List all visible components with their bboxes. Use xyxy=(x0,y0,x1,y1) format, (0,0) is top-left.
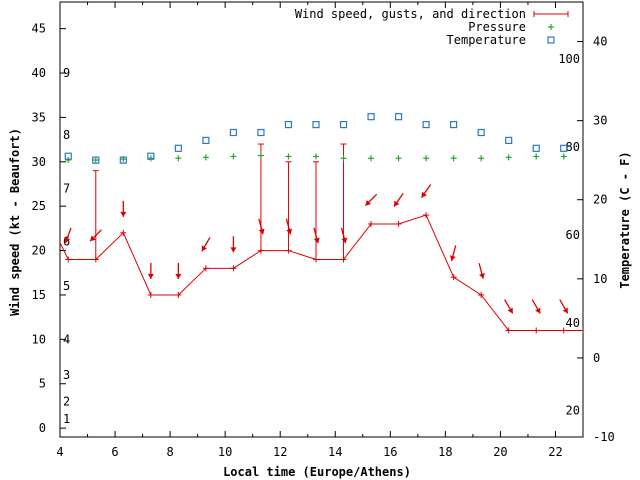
temperature-point xyxy=(119,156,127,164)
y-axis-left-title: Wind speed (kt - Beaufort) xyxy=(8,128,22,316)
beaufort-label: 3 xyxy=(63,368,70,382)
temperature-point xyxy=(367,113,375,121)
x-tick-label: 14 xyxy=(328,445,342,459)
wind-direction-arrowhead xyxy=(90,235,96,242)
y-left-tick-label: 25 xyxy=(32,199,46,213)
wind-direction-arrowhead xyxy=(479,273,485,279)
fahrenheit-label: 20 xyxy=(566,404,580,418)
wind-speed-line xyxy=(60,214,583,331)
legend-label-wind: Wind speed, gusts, and direction xyxy=(295,7,526,21)
temperature-point xyxy=(560,144,568,152)
beaufort-label: 8 xyxy=(63,128,70,142)
fahrenheit-label: 40 xyxy=(566,316,580,330)
wind-direction-arrowhead xyxy=(313,237,320,244)
temperature-point xyxy=(450,120,458,129)
legend-symbols xyxy=(533,11,569,44)
y-left-tick-label: 20 xyxy=(32,244,46,258)
temperature-point xyxy=(394,113,403,121)
wind-direction-arrowhead xyxy=(341,237,348,244)
wind-direction-arrowhead xyxy=(175,273,182,279)
temperature-point xyxy=(284,120,293,129)
temperature-point xyxy=(257,128,265,137)
y-right-tick-label: 40 xyxy=(593,35,607,49)
y-right-tick-label: 20 xyxy=(593,193,607,207)
wind-direction-arrowhead xyxy=(64,237,71,243)
wind-direction-arrowhead xyxy=(365,199,372,206)
x-tick-label: 10 xyxy=(218,445,232,459)
x-tick-label: 6 xyxy=(111,445,118,459)
temperature-point xyxy=(229,128,238,137)
wind-direction-arrowhead xyxy=(449,255,456,261)
wind-direction-arrowhead xyxy=(507,307,513,314)
fahrenheit-label: 80 xyxy=(566,140,580,154)
beaufort-label: 5 xyxy=(63,279,70,293)
wind-direction-arrowhead xyxy=(286,228,293,235)
temperature-point xyxy=(505,136,513,145)
y-left-tick-label: 30 xyxy=(32,155,46,169)
wind-direction-arrowhead xyxy=(120,211,127,217)
temperature-point xyxy=(147,152,155,160)
x-tick-label: 16 xyxy=(383,445,397,459)
y-left-tick-label: 35 xyxy=(32,110,46,124)
temperature-point xyxy=(312,120,320,129)
temperature-point xyxy=(422,120,430,129)
legend-label-pressure: Pressure xyxy=(468,20,526,34)
beaufort-label: 4 xyxy=(63,332,70,346)
beaufort-label: 7 xyxy=(63,181,70,195)
temperature-point xyxy=(202,136,210,145)
temperature-point xyxy=(532,144,540,152)
beaufort-label: 2 xyxy=(63,394,70,408)
plot-area xyxy=(60,113,583,334)
legend-symbol-temperature xyxy=(547,36,555,44)
wind-direction-arrowhead xyxy=(201,245,207,252)
y-left-tick-label: 0 xyxy=(39,421,46,435)
y-left-tick-label: 40 xyxy=(32,66,46,80)
temperature-point xyxy=(339,120,348,129)
legend: Wind speed, gusts, and direction Pressur… xyxy=(295,7,569,47)
wind-direction-arrowhead xyxy=(562,307,568,314)
x-tick-label: 12 xyxy=(273,445,287,459)
wind-direction-arrowhead xyxy=(535,307,541,314)
y-axis-right-title: Temperature (C - F) xyxy=(618,151,632,288)
temperature-point xyxy=(92,156,100,164)
temperature-point xyxy=(174,144,182,152)
plot-border xyxy=(59,1,584,438)
x-tick-label: 4 xyxy=(56,445,63,459)
temperature-point xyxy=(477,128,485,137)
axis-layer: 4 6 8 10 12 14 16 18 20 22051015202530354045-1001… xyxy=(32,2,615,459)
y-right-tick-label: 0 xyxy=(593,351,600,365)
series-layer xyxy=(60,113,583,334)
y-left-tick-label: 5 xyxy=(39,377,46,391)
x-tick-label: 18 xyxy=(438,445,452,459)
legend-label-temperature: Temperature xyxy=(447,33,526,47)
y-right-tick-label: 10 xyxy=(593,272,607,286)
x-tick-label: 20 xyxy=(493,445,507,459)
y-right-tick-label: -10 xyxy=(593,430,615,444)
x-tick-label: 8 xyxy=(166,445,173,459)
plot-frame-layer xyxy=(59,1,584,438)
y-left-tick-label: 15 xyxy=(32,288,46,302)
fahrenheit-label: 60 xyxy=(566,228,580,242)
fahrenheit-label: 100 xyxy=(558,52,580,66)
x-tick-label: 22 xyxy=(548,445,562,459)
y-left-tick-label: 10 xyxy=(32,332,46,346)
x-axis-title: Local time (Europe/Athens) xyxy=(223,465,411,479)
wind-direction-arrowhead xyxy=(393,200,400,207)
beaufort-label: 9 xyxy=(63,66,70,80)
wind-direction-arrowhead xyxy=(147,273,154,279)
beaufort-label: 1 xyxy=(63,412,70,426)
wind-direction-arrowhead xyxy=(258,228,265,235)
wind-direction-arrowhead xyxy=(421,191,427,198)
y-right-tick-label: 30 xyxy=(593,114,607,128)
wind-direction-arrowhead xyxy=(230,247,237,253)
y-left-tick-label: 45 xyxy=(32,22,46,36)
temperature-point xyxy=(64,152,72,160)
